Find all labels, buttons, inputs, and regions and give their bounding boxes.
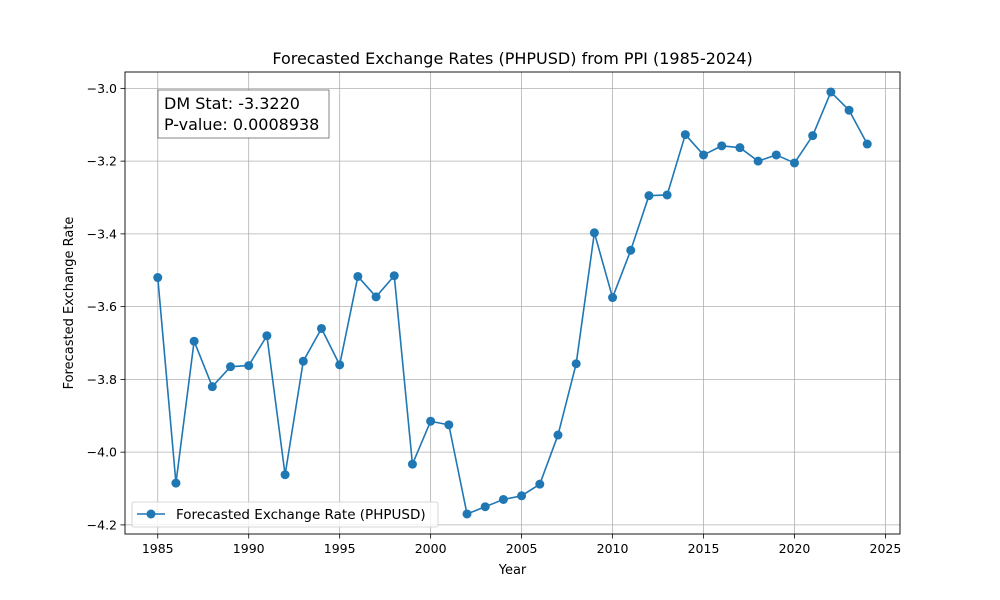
y-tick-label: −3.4	[87, 226, 117, 241]
y-axis-label: Forecasted Exchange Rate	[62, 217, 77, 390]
data-point	[680, 130, 690, 140]
data-point	[844, 105, 854, 115]
data-point	[589, 228, 599, 238]
series-layer	[153, 87, 872, 519]
data-point	[189, 336, 199, 346]
data-point	[789, 158, 799, 168]
chart-title: Forecasted Exchange Rates (PHPUSD) from …	[272, 49, 752, 68]
y-tick-label: −4.0	[87, 445, 117, 460]
x-tick-label: 2010	[597, 541, 629, 556]
data-point	[226, 362, 236, 372]
data-point	[407, 459, 417, 469]
data-point	[498, 494, 508, 504]
data-point	[480, 502, 490, 512]
x-axis: 1985 1990 1995 2000 2005 2010 2015 2020 2025	[142, 534, 902, 556]
data-point	[426, 416, 436, 426]
grid-lines	[125, 72, 900, 534]
data-point	[298, 356, 308, 366]
data-point	[153, 273, 163, 283]
x-tick-label: 1995	[324, 541, 356, 556]
data-point	[389, 271, 399, 281]
data-point	[371, 292, 381, 302]
data-point	[553, 430, 563, 440]
data-point	[316, 323, 326, 333]
data-point	[808, 131, 818, 141]
data-point	[826, 87, 836, 97]
data-point	[862, 139, 872, 149]
x-tick-label: 2005	[506, 541, 538, 556]
data-point	[517, 491, 527, 501]
data-point	[753, 156, 763, 166]
y-tick-label: −3.8	[87, 372, 117, 387]
dm-stat-annotation: DM Stat: -3.3220 P-value: 0.0008938	[157, 89, 330, 139]
series-line	[156, 91, 868, 515]
legend-box	[131, 501, 439, 528]
data-point	[608, 293, 618, 303]
data-point	[735, 143, 745, 153]
data-point	[353, 271, 363, 281]
legend-marker-swatch	[146, 509, 156, 519]
x-axis-label: Year	[498, 563, 527, 578]
data-point	[535, 479, 545, 489]
data-point	[444, 420, 454, 430]
data-point	[171, 478, 181, 488]
data-point	[571, 359, 581, 369]
data-point	[335, 360, 345, 370]
annotation-p-value: P-value: 0.0008938	[164, 115, 319, 134]
x-tick-label: 2020	[779, 541, 811, 556]
data-point	[207, 382, 217, 392]
data-point	[626, 245, 636, 255]
data-point	[699, 150, 709, 160]
x-tick-label: 2025	[870, 541, 902, 556]
legend-entry-label: Forecasted Exchange Rate (PHPUSD)	[176, 507, 426, 523]
annotation-dm-stat: DM Stat: -3.3220	[164, 94, 300, 113]
y-tick-label: −3.2	[87, 154, 117, 169]
x-tick-label: 1990	[233, 541, 265, 556]
x-tick-label: 2000	[415, 541, 447, 556]
data-point	[662, 190, 672, 200]
y-tick-label: −4.2	[87, 517, 117, 532]
x-tick-label: 2015	[688, 541, 720, 556]
annotation-box	[157, 89, 330, 139]
y-axis: −4.2 −4.0 −3.8 −3.6 −3.4 −3.2 −3.0	[87, 81, 125, 532]
data-point	[262, 331, 272, 341]
data-point	[717, 141, 727, 151]
y-tick-label: −3.6	[87, 299, 117, 314]
data-point	[280, 470, 290, 480]
data-point	[462, 509, 472, 519]
data-point	[244, 361, 254, 371]
data-point	[771, 150, 781, 160]
data-point	[644, 191, 654, 201]
plot-frame	[124, 71, 901, 535]
legend: Forecasted Exchange Rate (PHPUSD)	[131, 501, 439, 528]
y-tick-label: −3.0	[87, 81, 117, 96]
x-tick-label: 1985	[142, 541, 174, 556]
